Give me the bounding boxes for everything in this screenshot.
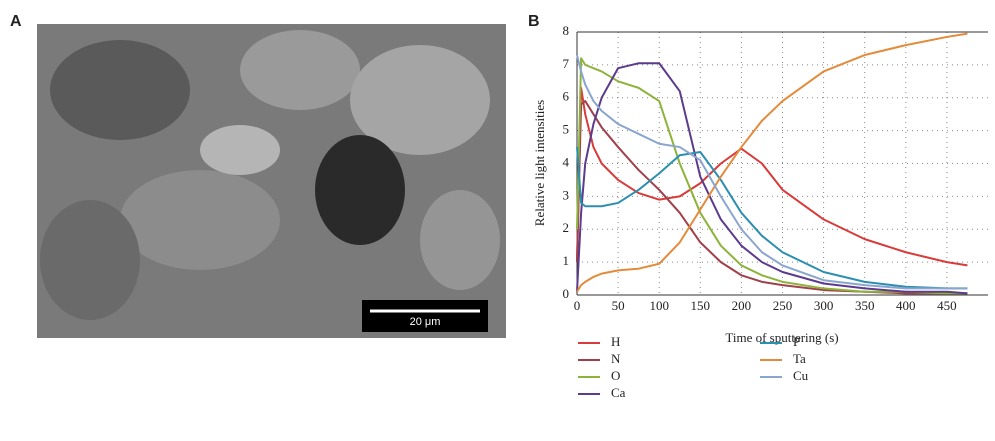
- y-tick-label: 6: [563, 89, 570, 104]
- y-tick-label: 3: [563, 187, 570, 202]
- legend-label: Cu: [793, 368, 809, 383]
- series-line: [576, 100, 968, 295]
- series-line: [576, 146, 968, 290]
- y-tick-label: 0: [563, 286, 570, 301]
- x-tick-label: 0: [574, 298, 581, 313]
- legend-label: O: [611, 368, 620, 383]
- panel-label: B: [528, 13, 540, 30]
- x-tick-label: 350: [855, 298, 875, 313]
- y-tick-label: 5: [563, 122, 570, 137]
- y-axis-label: Relative light intensities: [532, 100, 547, 226]
- legend-label: Ca: [611, 385, 626, 400]
- x-tick-label: 250: [773, 298, 793, 313]
- y-tick-label: 7: [563, 56, 570, 71]
- x-axis-label: Time of sputtering (s): [725, 330, 838, 345]
- x-tick-label: 450: [937, 298, 957, 313]
- y-tick-label: 2: [563, 220, 570, 235]
- series-line: [576, 32, 968, 293]
- x-tick-label: 50: [612, 298, 625, 313]
- legend-label: Ta: [793, 351, 806, 366]
- sem-image: 20 μm: [37, 24, 506, 338]
- legend-label: P: [793, 334, 800, 349]
- x-tick-label: 100: [649, 298, 669, 313]
- y-tick-label: 1: [563, 253, 570, 268]
- x-tick-label: 400: [896, 298, 916, 313]
- y-tick-label: 8: [563, 23, 570, 38]
- legend-label: N: [611, 351, 621, 366]
- series-line: [576, 62, 968, 295]
- series-line: [576, 54, 968, 290]
- legend-label: H: [611, 334, 620, 349]
- panel-label: A: [10, 13, 22, 30]
- y-tick-label: 4: [563, 154, 570, 169]
- x-tick-label: 200: [732, 298, 752, 313]
- series-line: [576, 57, 968, 295]
- series-line: [576, 86, 968, 267]
- scale-bar-label: 20 μm: [410, 316, 441, 328]
- x-tick-label: 150: [691, 298, 711, 313]
- x-tick-label: 300: [814, 298, 834, 313]
